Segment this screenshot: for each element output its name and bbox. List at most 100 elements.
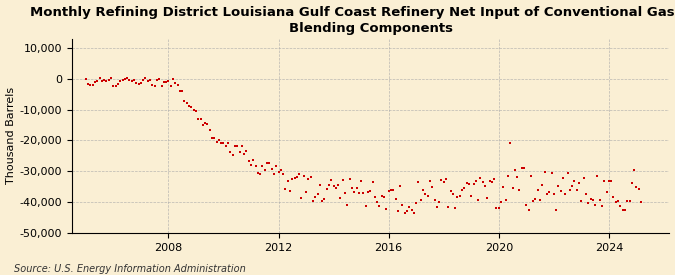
- Point: [115, 79, 126, 83]
- Point: [182, 101, 192, 105]
- Point: [117, 78, 128, 82]
- Point: [624, 199, 635, 203]
- Point: [423, 194, 433, 198]
- Point: [388, 188, 399, 192]
- Point: [122, 76, 132, 81]
- Point: [450, 206, 460, 210]
- Point: [434, 200, 445, 205]
- Point: [197, 123, 208, 127]
- Point: [601, 190, 612, 195]
- Point: [239, 152, 250, 156]
- Point: [427, 185, 437, 189]
- Point: [195, 116, 206, 121]
- Point: [220, 144, 231, 148]
- Point: [514, 188, 524, 192]
- Point: [420, 192, 431, 197]
- Point: [358, 191, 369, 195]
- Point: [273, 170, 284, 174]
- Text: Source: U.S. Energy Information Administration: Source: U.S. Energy Information Administ…: [14, 264, 245, 274]
- Point: [227, 153, 238, 157]
- Point: [142, 79, 153, 83]
- Point: [383, 189, 394, 193]
- Point: [567, 183, 578, 188]
- Point: [294, 172, 304, 177]
- Point: [438, 180, 449, 184]
- Point: [266, 167, 277, 172]
- Point: [234, 150, 245, 154]
- Point: [202, 122, 213, 127]
- Point: [617, 208, 628, 212]
- Point: [344, 177, 355, 182]
- Point: [587, 198, 598, 202]
- Point: [415, 197, 426, 202]
- Point: [544, 189, 555, 194]
- Point: [385, 188, 396, 192]
- Point: [131, 80, 142, 85]
- Point: [562, 170, 573, 175]
- Point: [631, 185, 642, 190]
- Point: [533, 188, 543, 192]
- Point: [374, 204, 385, 209]
- Point: [452, 195, 463, 199]
- Point: [466, 194, 477, 198]
- Point: [305, 175, 316, 179]
- Point: [608, 195, 619, 200]
- Point: [124, 78, 135, 82]
- Point: [308, 199, 319, 203]
- Point: [553, 184, 564, 188]
- Point: [340, 191, 350, 196]
- Point: [418, 188, 429, 192]
- Point: [580, 192, 591, 196]
- Point: [248, 158, 259, 162]
- Point: [163, 79, 174, 84]
- Point: [149, 84, 160, 88]
- Point: [372, 199, 383, 204]
- Point: [303, 177, 314, 181]
- Point: [147, 83, 158, 87]
- Point: [484, 179, 495, 183]
- Point: [605, 179, 616, 183]
- Point: [298, 174, 309, 178]
- Point: [225, 150, 236, 154]
- Point: [546, 171, 557, 175]
- Point: [328, 184, 339, 188]
- Point: [129, 78, 140, 82]
- Point: [464, 182, 475, 187]
- Point: [285, 189, 296, 193]
- Point: [259, 168, 270, 172]
- Point: [622, 199, 632, 203]
- Point: [525, 174, 536, 178]
- Point: [188, 108, 199, 112]
- Point: [590, 202, 601, 207]
- Point: [535, 198, 545, 202]
- Point: [395, 184, 406, 188]
- Point: [326, 178, 337, 182]
- Point: [342, 203, 353, 207]
- Point: [443, 205, 454, 209]
- Point: [356, 179, 367, 184]
- Point: [349, 190, 360, 194]
- Point: [400, 210, 410, 215]
- Point: [477, 180, 488, 184]
- Point: [413, 180, 424, 184]
- Point: [346, 186, 357, 190]
- Point: [448, 191, 458, 196]
- Point: [165, 84, 176, 88]
- Point: [354, 191, 364, 196]
- Point: [152, 78, 163, 82]
- Point: [85, 83, 96, 87]
- Point: [402, 209, 412, 213]
- Point: [193, 117, 204, 121]
- Point: [480, 184, 491, 188]
- Point: [351, 186, 362, 190]
- Point: [377, 194, 387, 198]
- Point: [312, 192, 323, 197]
- Point: [126, 79, 137, 83]
- Point: [170, 81, 181, 85]
- Point: [574, 180, 585, 185]
- Point: [518, 166, 529, 170]
- Point: [87, 82, 98, 87]
- Point: [569, 179, 580, 183]
- Point: [628, 168, 639, 172]
- Point: [498, 185, 509, 189]
